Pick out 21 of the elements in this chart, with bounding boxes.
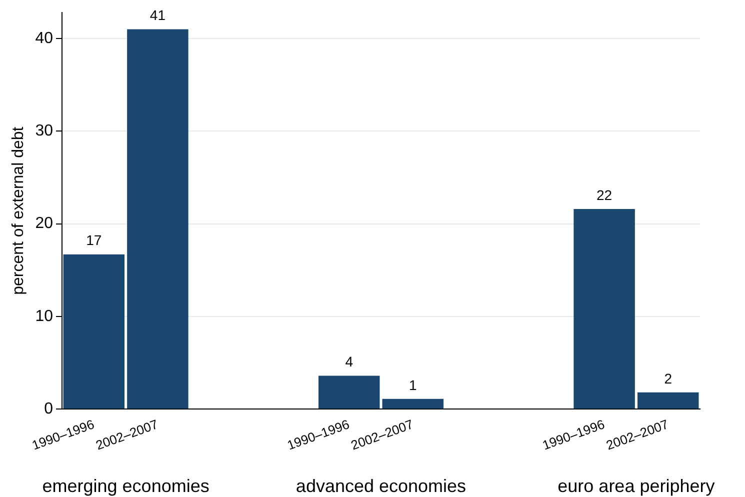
data-label: 17 (86, 232, 102, 248)
bar (574, 208, 635, 409)
bar (63, 254, 125, 409)
y-tick-label: 10 (35, 308, 54, 325)
y-tick-label: 30 (35, 122, 54, 140)
data-label: 2 (664, 370, 672, 386)
bar (382, 398, 444, 409)
text: advanced economies (296, 476, 466, 496)
bar (318, 376, 380, 409)
text: euro area periphery (558, 476, 715, 496)
text: emerging economies (42, 476, 210, 496)
data-label: 1 (409, 376, 417, 393)
bar (637, 392, 699, 409)
y-tick-label: 20 (35, 215, 54, 232)
data-label: 41 (150, 7, 166, 24)
y-axis-title: percent of external debt (10, 126, 28, 295)
data-label: 22 (596, 186, 612, 203)
bar (127, 29, 188, 409)
y-tick-label: 0 (44, 400, 54, 418)
y-tick-label: 40 (35, 30, 54, 47)
data-label: 4 (345, 354, 354, 370)
